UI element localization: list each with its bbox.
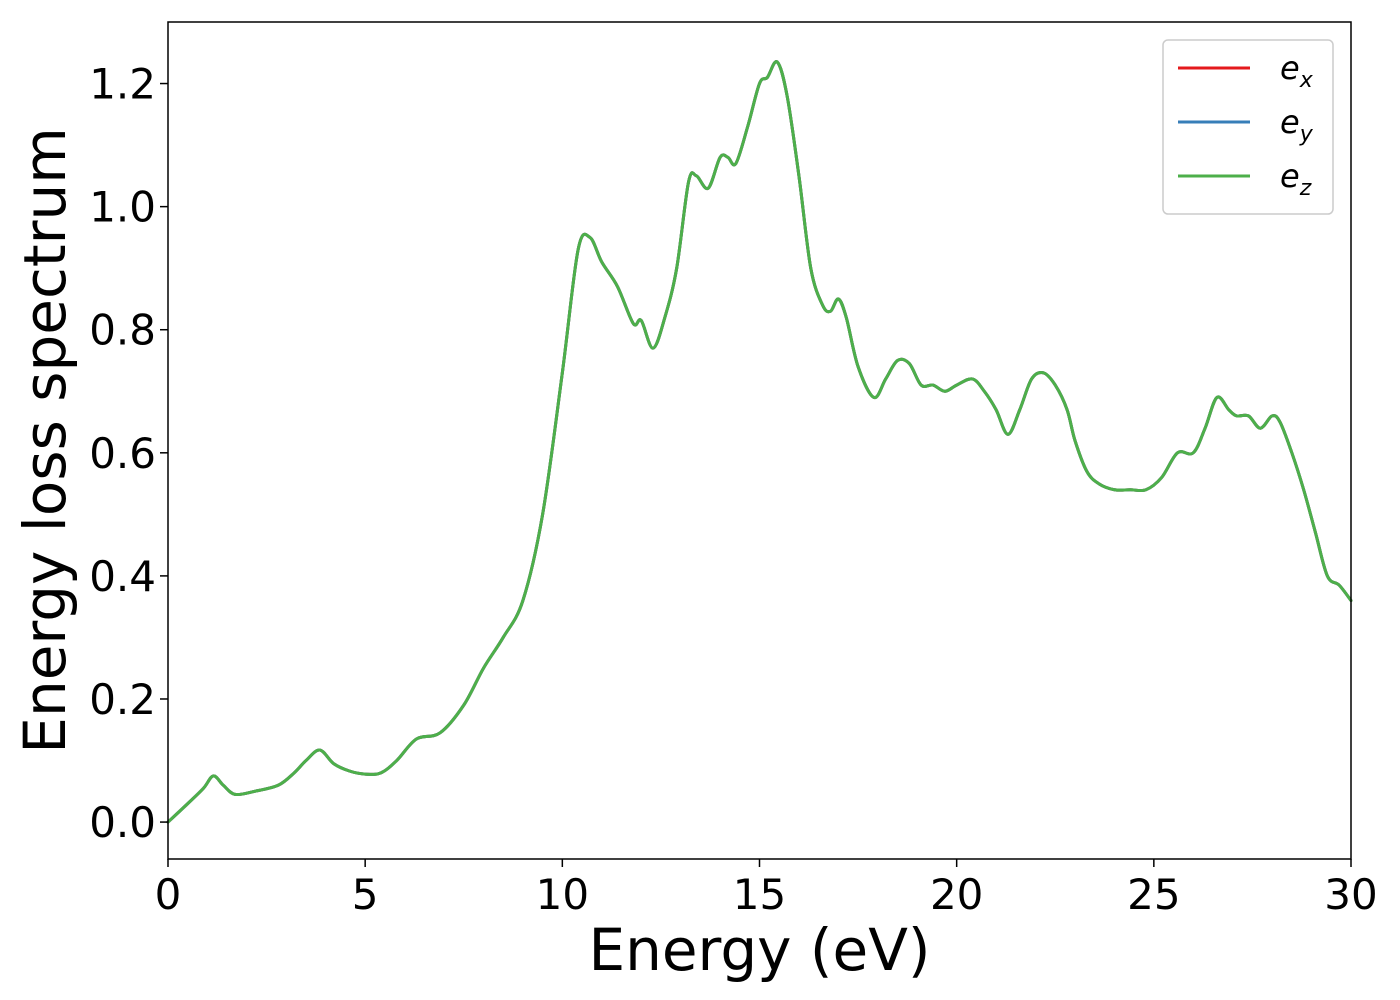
legend-label: ez: [1280, 157, 1312, 201]
y-tick-label: 1.2: [89, 60, 156, 109]
series-layer: [166, 60, 1353, 824]
x-tick-label: 5: [352, 870, 379, 919]
legend-label: ex: [1280, 49, 1314, 93]
y-tick-label: 0.0: [89, 798, 156, 847]
y-tick-label: 0.2: [89, 675, 156, 724]
y-axis-ticks: 0.0 0.2 0.4 0.6 0.8 1.0 1.2: [89, 60, 168, 847]
y-tick-label: 0.8: [89, 306, 156, 355]
y-tick-label: 1.0: [89, 183, 156, 232]
y-tick-label: 0.4: [89, 552, 156, 601]
x-axis-ticks: 0 5 10 15 20 25 30: [155, 859, 1378, 919]
y-tick-label: 0.6: [89, 429, 156, 478]
x-tick-label: 10: [536, 870, 589, 919]
x-tick-label: 25: [1127, 870, 1180, 919]
y-axis-title: Energy loss spectrum: [11, 127, 79, 753]
x-tick-label: 20: [930, 870, 983, 919]
legend-box: [1162, 39, 1334, 215]
plot-background: [168, 22, 1351, 859]
x-tick-label: 15: [733, 870, 786, 919]
legend-label: ey: [1280, 103, 1314, 147]
x-axis-title: Energy (eV): [588, 916, 930, 984]
x-tick-label: 30: [1324, 870, 1377, 919]
x-tick-label: 0: [155, 870, 182, 919]
series-line-e-z: [166, 60, 1353, 824]
legend: ex ey ez: [1162, 39, 1334, 215]
